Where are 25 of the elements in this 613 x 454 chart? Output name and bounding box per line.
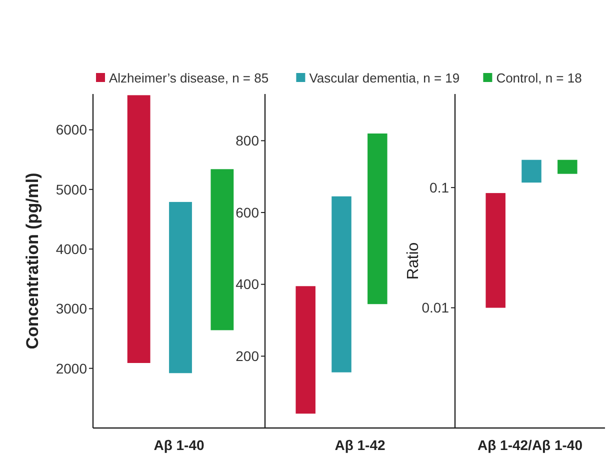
- y-axis-title: Ratio: [405, 242, 422, 280]
- y-tick-label: 0.01: [422, 300, 450, 316]
- legend-label: Vascular dementia, n = 19: [309, 70, 460, 86]
- legend-label: Alzheimer’s disease, n = 85: [109, 70, 269, 86]
- y-tick-label: 3000: [56, 300, 88, 317]
- bar: [332, 196, 352, 372]
- y-tick-label: 2000: [56, 360, 88, 376]
- y-tick-label: 400: [236, 276, 260, 292]
- bar: [296, 286, 316, 414]
- y-tick-label: 600: [236, 204, 260, 220]
- y-tick-label: 200: [236, 348, 260, 364]
- y-tick-label: 6000: [56, 122, 88, 138]
- y-axis-title: Concentration (pg/ml): [23, 172, 42, 350]
- y-tick-label: 5000: [56, 181, 88, 198]
- legend-label: Control, n = 18: [496, 70, 582, 86]
- bar: [127, 95, 150, 363]
- bar: [169, 202, 192, 374]
- x-axis-title: Aβ 1-42/Aβ 1-40: [477, 437, 583, 453]
- x-axis-title: Aβ 1-42: [334, 437, 386, 453]
- y-tick-label: 0.1: [430, 179, 450, 196]
- bar: [210, 169, 234, 330]
- y-tick-label: 4000: [56, 240, 88, 257]
- x-axis-title: Aβ 1-40: [154, 437, 204, 453]
- y-tick-label: 800: [236, 132, 260, 149]
- bar: [368, 134, 388, 304]
